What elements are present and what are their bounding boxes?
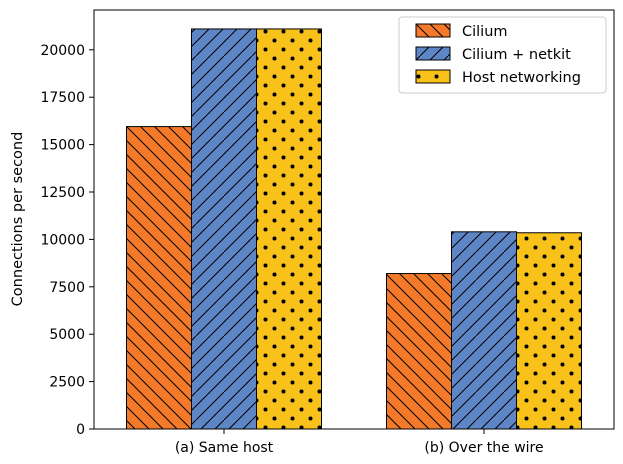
y-tick-label: 10000 (40, 232, 85, 248)
legend-label: Cilium + netkit (462, 47, 571, 63)
x-tick-label: (b) Over the wire (424, 440, 543, 456)
bar-host-networking-1 (256, 28, 322, 430)
legend-frame (398, 16, 607, 94)
y-tick-label: 2500 (49, 375, 85, 391)
y-tick-label: 15000 (40, 138, 85, 154)
legend-label: Cilium (462, 24, 508, 40)
legend-label: Host networking (462, 70, 581, 86)
y-tick-label: 12500 (40, 185, 85, 201)
bar-cilium-netkit-1 (191, 28, 257, 430)
y-axis-label: Connections per second (10, 132, 26, 307)
bar-cilium-netkit-2 (451, 231, 517, 430)
legend-items: Cilium Cilium + netkit Host networking (415, 23, 581, 86)
legend: Cilium Cilium + netkit Host networking (398, 16, 607, 94)
y-tick-label: 0 (76, 422, 85, 438)
y-axis: 0 2500 5000 7500 10000 12500 15000 17500 20000 (40, 43, 94, 438)
legend-swatch (415, 23, 451, 38)
legend-swatch (415, 46, 451, 61)
legend-swatch (415, 69, 451, 84)
bar-cilium-2 (386, 273, 452, 430)
bar-host-networking-2 (516, 232, 582, 430)
bars-layer (126, 28, 582, 430)
y-tick-label: 7500 (49, 280, 85, 296)
y-tick-label: 5000 (49, 327, 85, 343)
bar-cilium-1 (126, 126, 192, 430)
y-tick-label: 17500 (40, 90, 85, 106)
x-tick-label: (a) Same host (175, 440, 274, 456)
plot-frame (93, 9, 615, 430)
y-tick-label: 20000 (40, 43, 85, 59)
x-axis: (a) Same host (b) Over the wire (175, 429, 544, 456)
